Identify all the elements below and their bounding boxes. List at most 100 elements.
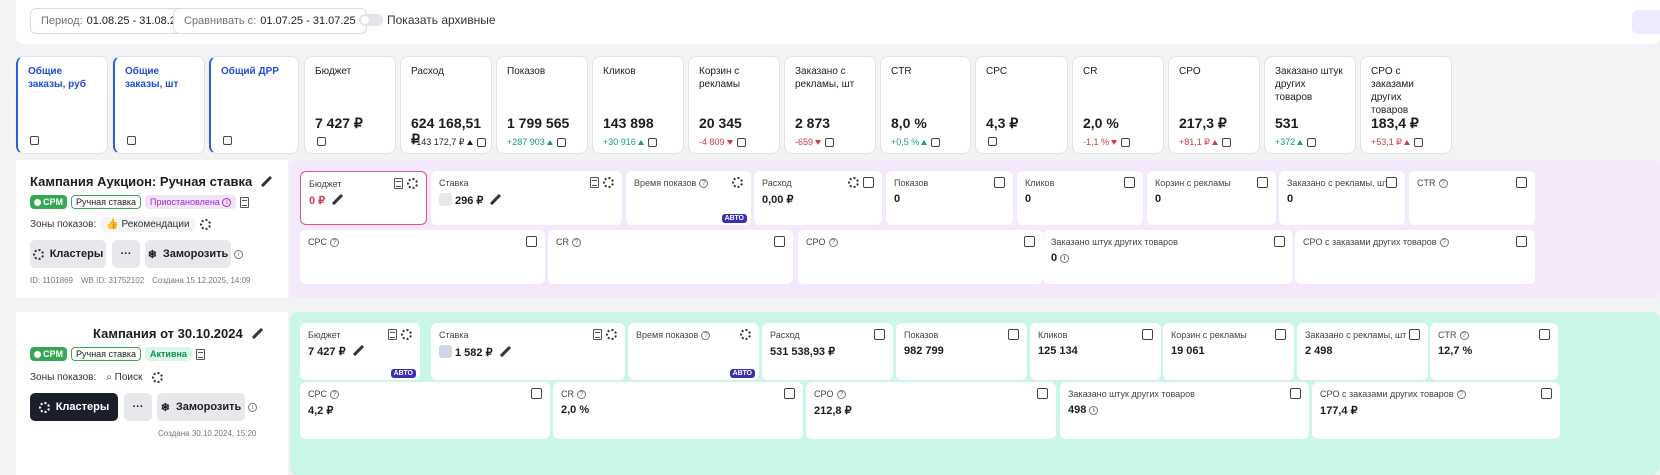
copy-icon[interactable] <box>223 136 232 145</box>
copy-icon[interactable] <box>1414 138 1423 147</box>
gear-icon[interactable] <box>740 329 751 340</box>
metric-бюджет[interactable]: Бюджет 0 ₽ <box>300 171 427 225</box>
help-icon[interactable]: ? <box>1460 331 1469 340</box>
document-icon[interactable] <box>240 197 249 208</box>
copy-icon[interactable] <box>931 138 940 147</box>
copy-icon[interactable] <box>1275 329 1286 340</box>
summary-card[interactable]: Общие заказы, шт <box>113 56 205 154</box>
metric-cpo[interactable]: CPO? 212,8 ₽ <box>806 382 1056 439</box>
copy-icon[interactable] <box>1516 236 1527 247</box>
metric-время-показов[interactable]: Время показов? АВТО <box>626 171 751 225</box>
edit-pencil-icon[interactable] <box>331 194 343 206</box>
corner-action-button[interactable] <box>1632 10 1660 34</box>
clusters-button[interactable]: Кластеры <box>30 240 106 268</box>
metric-кликов[interactable]: Кликов 0 <box>1017 171 1143 225</box>
document-icon[interactable] <box>394 178 403 189</box>
edit-pencil-icon[interactable] <box>489 194 501 206</box>
copy-icon[interactable] <box>317 137 326 146</box>
copy-icon[interactable] <box>1541 388 1552 399</box>
metric-заказано-с-рекламы-шт[interactable]: Заказано с рекламы, шт 0 <box>1279 171 1405 225</box>
gear-icon[interactable] <box>152 372 163 383</box>
summary-card[interactable]: Общие заказы, руб <box>16 56 108 154</box>
info-icon[interactable]: i <box>222 198 231 207</box>
copy-icon[interactable] <box>825 138 834 147</box>
help-icon[interactable]: ? <box>1439 179 1448 188</box>
copy-icon[interactable] <box>988 137 997 146</box>
metric-показов[interactable]: Показов 982 799 <box>896 323 1027 380</box>
summary-card[interactable]: Кликов 143 898 +30 916 <box>592 56 684 154</box>
copy-icon[interactable] <box>557 138 566 147</box>
copy-icon[interactable] <box>526 236 537 247</box>
copy-icon[interactable] <box>477 138 486 147</box>
gear-icon[interactable] <box>606 329 617 340</box>
gear-icon[interactable] <box>407 178 418 189</box>
copy-icon[interactable] <box>1274 236 1285 247</box>
copy-icon[interactable] <box>737 138 746 147</box>
summary-card[interactable]: CPO 217,3 ₽ +81,1 ₽ <box>1168 56 1260 154</box>
metric-корзин-с-рекламы[interactable]: Корзин с рекламы 0 <box>1147 171 1276 225</box>
copy-icon[interactable] <box>30 136 39 145</box>
copy-icon[interactable] <box>1142 329 1153 340</box>
copy-icon[interactable] <box>784 388 795 399</box>
edit-pencil-icon[interactable] <box>251 328 263 340</box>
metric-cr[interactable]: CR? <box>548 230 793 284</box>
freeze-button[interactable]: ❄ Заморозить <box>157 393 245 421</box>
copy-icon[interactable] <box>774 236 785 247</box>
copy-icon[interactable] <box>1516 177 1527 188</box>
document-icon[interactable] <box>593 329 602 340</box>
copy-icon[interactable] <box>1124 177 1135 188</box>
copy-icon[interactable] <box>1409 329 1420 340</box>
freeze-help-icon[interactable]: i <box>248 403 257 412</box>
copy-icon[interactable] <box>874 329 885 340</box>
summary-card[interactable]: CPC 4,3 ₽ <box>975 56 1068 154</box>
metric-ctr[interactable]: CTR? 12,7 % <box>1430 323 1558 380</box>
document-icon[interactable] <box>388 329 397 340</box>
help-icon[interactable]: ? <box>829 238 838 247</box>
summary-card[interactable]: CPO с заказами других товаров 183,4 ₽ +53,… <box>1360 56 1452 154</box>
help-icon[interactable]: ? <box>577 390 586 399</box>
summary-card[interactable]: CTR 8,0 % +0,5 % <box>880 56 971 154</box>
summary-card[interactable]: Показов 1 799 565 +287 903 <box>496 56 588 154</box>
document-icon[interactable] <box>196 349 205 360</box>
copy-icon[interactable] <box>1222 138 1231 147</box>
info-icon[interactable]: i <box>1089 406 1098 415</box>
edit-pencil-icon[interactable] <box>260 176 272 188</box>
metric-расход[interactable]: Расход 0,00 ₽ <box>754 171 882 225</box>
compare-picker[interactable]: Сравнивать с: 01.07.25 - 31.07.25 <box>173 8 367 34</box>
copy-icon[interactable] <box>863 177 874 188</box>
help-icon[interactable]: ? <box>1440 238 1449 247</box>
metric-бюджет[interactable]: Бюджет 7 427 ₽ АВТО <box>300 323 420 380</box>
help-icon[interactable]: ? <box>699 179 708 188</box>
help-icon[interactable]: ? <box>837 390 846 399</box>
summary-card[interactable]: Заказано штук других товаров 531 +372 <box>1264 56 1356 154</box>
copy-icon[interactable] <box>1121 138 1130 147</box>
copy-icon[interactable] <box>1257 177 1268 188</box>
copy-icon[interactable] <box>648 138 657 147</box>
metric-время-показов[interactable]: Время показов? АВТО <box>628 323 759 380</box>
gear-icon[interactable] <box>848 177 859 188</box>
copy-icon[interactable] <box>994 177 1005 188</box>
metric-cpc[interactable]: CPC? 4,2 ₽ <box>300 382 550 439</box>
metric-расход[interactable]: Расход 531 538,93 ₽ <box>762 323 893 380</box>
help-icon[interactable]: ? <box>572 238 581 247</box>
summary-card[interactable]: Общий ДРР <box>209 56 299 154</box>
metric-cpo[interactable]: CPO? <box>798 230 1043 284</box>
copy-icon[interactable] <box>1386 177 1397 188</box>
info-icon[interactable]: i <box>1060 254 1069 263</box>
gear-icon[interactable] <box>401 329 412 340</box>
copy-icon[interactable] <box>1008 329 1019 340</box>
copy-icon[interactable] <box>127 136 136 145</box>
copy-icon[interactable] <box>531 388 542 399</box>
help-icon[interactable]: ? <box>330 390 339 399</box>
gear-icon[interactable] <box>200 219 211 230</box>
summary-card[interactable]: Расход 624 168,51 ₽ +143 172,7 ₽ <box>400 56 492 154</box>
help-icon[interactable]: ? <box>1457 390 1466 399</box>
gear-icon[interactable] <box>732 177 743 188</box>
more-button[interactable]: ··· <box>112 240 140 268</box>
metric-заказано-штук-других-товаров[interactable]: Заказано штук других товаров 0 i <box>1043 230 1293 284</box>
freeze-help-icon[interactable]: i <box>234 250 243 259</box>
metric-заказано-штук-других-товаров[interactable]: Заказано штук других товаров 498 i <box>1060 382 1309 439</box>
clusters-button[interactable]: Кластеры <box>30 393 118 421</box>
metric-cpo-с-заказами-других-товаров[interactable]: CPO с заказами других товаров? <box>1295 230 1535 284</box>
freeze-button[interactable]: ❄ Заморозить <box>145 240 231 268</box>
